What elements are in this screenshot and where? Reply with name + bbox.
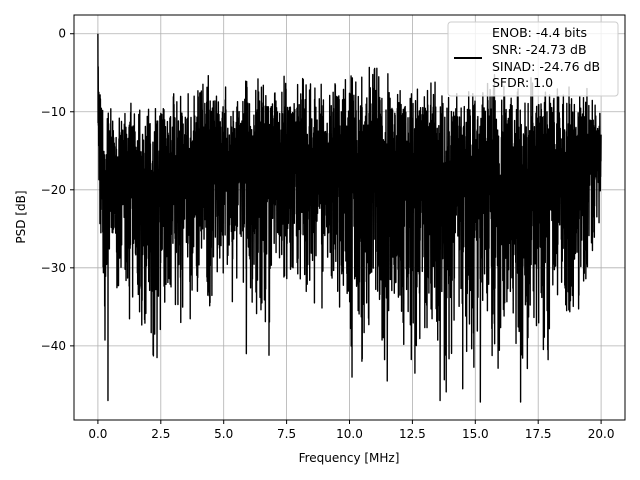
legend-box (447, 21, 619, 97)
legend-line-sfdr: SFDR: 1.0 (492, 75, 553, 90)
x-axis-label: Frequency [MHz] (299, 451, 400, 465)
legend-line-enob: ENOB: -4.4 bits (492, 25, 587, 40)
y-tick-label: 0 (58, 27, 66, 41)
x-axis-ticks: 0.0 2.5 5.0 7.5 10.0 12.5 15.0 17.5 20.0 (88, 420, 614, 441)
x-tick-label: 17.5 (525, 427, 552, 441)
y-tick-label: −30 (41, 261, 66, 275)
psd-series-line (97, 33, 602, 403)
y-axis-ticks: 0 −10 −20 −30 −40 (41, 27, 74, 353)
x-tick-label: 20.0 (588, 427, 615, 441)
y-axis-label: PSD [dB] (14, 190, 28, 243)
y-tick-label: −20 (41, 183, 66, 197)
legend: ENOB: -4.4 bits SNR: -24.73 dB SINAD: -2… (447, 21, 619, 97)
x-tick-label: 7.5 (277, 427, 296, 441)
psd-trace (97, 33, 602, 403)
legend-line-snr: SNR: -24.73 dB (492, 42, 587, 57)
x-tick-label: 0.0 (88, 427, 107, 441)
x-tick-label: 12.5 (399, 427, 426, 441)
x-tick-label: 15.0 (462, 427, 489, 441)
y-tick-label: −10 (41, 105, 66, 119)
y-tick-label: −40 (41, 339, 66, 353)
x-tick-label: 2.5 (151, 427, 170, 441)
legend-line-sinad: SINAD: -24.76 dB (492, 59, 600, 74)
x-tick-label: 5.0 (214, 427, 233, 441)
x-tick-label: 10.0 (336, 427, 363, 441)
